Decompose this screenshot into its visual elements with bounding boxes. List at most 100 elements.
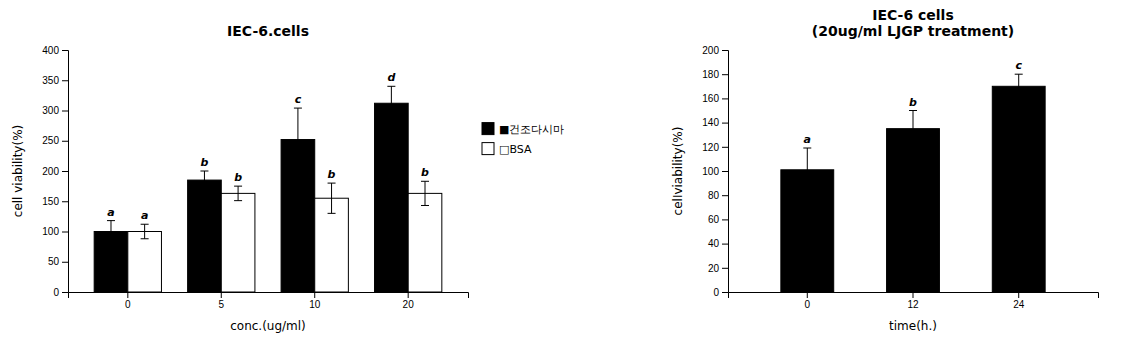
chart-title: IEC-6.cells (227, 23, 309, 39)
y-tick-mark (722, 50, 728, 51)
y-tick: 200 (702, 45, 728, 56)
x-tick-mark (127, 292, 128, 298)
x-tick-mark (1018, 292, 1019, 298)
x-tick-mark (314, 292, 315, 298)
significance-label: b (328, 168, 336, 181)
x-axis-title: conc.(ug/ml) (230, 319, 306, 333)
x-axis-title: time(h.) (889, 319, 937, 333)
plot-area (781, 74, 1045, 292)
bar (408, 193, 442, 292)
significance-label: b (201, 156, 209, 169)
significance-label: a (141, 209, 148, 222)
y-tick: 20 (708, 263, 728, 274)
plot-area (94, 86, 442, 292)
legend-label: ■건조다시마 (499, 123, 564, 136)
bar (221, 193, 255, 292)
y-tick-mark (62, 171, 68, 172)
chart-title-line: IEC-6 cells (872, 7, 954, 23)
y-tick-label: 160 (702, 93, 719, 104)
significance-label: a (107, 206, 114, 219)
error-bar (141, 224, 149, 239)
y-tick-mark (722, 123, 728, 124)
x-tick-mark (221, 292, 222, 298)
bar (188, 180, 222, 292)
y-tick-mark (722, 292, 728, 293)
x-tick: 12 (907, 292, 919, 310)
y-tick: 60 (708, 214, 728, 225)
y-tick: 0 (713, 287, 728, 298)
y-tick-label: 350 (42, 75, 59, 86)
y-tick: 300 (42, 105, 68, 116)
error-bar (328, 183, 336, 213)
chart-title-line: IEC-6.cells (227, 23, 309, 39)
y-tick-mark (722, 219, 728, 220)
error-bar (234, 186, 242, 201)
chart-title: IEC-6 cells(20ug/ml LJGP treatment) (812, 7, 1014, 39)
legend: ■건조다시마 □BSA (482, 123, 564, 156)
y-tick: 0 (53, 287, 68, 298)
legend-item: □BSA (482, 143, 532, 156)
y-tick-label: 400 (42, 45, 59, 56)
y-tick: 200 (42, 166, 68, 177)
x-tick-mark (913, 292, 914, 298)
bar (887, 129, 940, 292)
y-axis-title: cell viability(%) (11, 125, 25, 217)
x-axis-line (69, 293, 469, 299)
y-tick-mark (62, 232, 68, 233)
error-bar (107, 221, 115, 243)
x-axis-line (729, 293, 1099, 299)
x-tick-label: 24 (1013, 299, 1025, 310)
chart-canvas: abcdabbb051020050100150200250300350400IE… (0, 0, 1127, 342)
legend-label: □BSA (499, 143, 532, 156)
y-tick: 40 (708, 238, 728, 249)
y-tick-label: 60 (708, 214, 720, 225)
x-tick: 0 (805, 292, 811, 310)
bar (375, 103, 409, 292)
error-bar (1015, 74, 1023, 98)
x-tick: 0 (125, 292, 131, 310)
significance-label: c (1015, 59, 1022, 72)
bar (992, 86, 1045, 292)
y-tick: 120 (702, 142, 728, 153)
y-tick-label: 120 (702, 142, 719, 153)
y-tick-mark (722, 195, 728, 196)
y-tick-label: 250 (42, 135, 59, 146)
x-tick: 24 (1013, 292, 1025, 310)
chart-panel: abcdabbb051020050100150200250300350400IE… (11, 23, 564, 333)
y-tick-label: 80 (708, 190, 720, 201)
y-tick: 80 (708, 190, 728, 201)
y-tick-mark (62, 292, 68, 293)
y-tick-label: 150 (42, 196, 59, 207)
error-bar (909, 111, 917, 147)
error-bar (387, 86, 395, 120)
y-tick-label: 50 (48, 256, 60, 267)
x-tick-label: 0 (125, 299, 131, 310)
y-tick: 400 (42, 45, 68, 56)
y-tick-mark (62, 80, 68, 81)
annotations: abcdabbb (107, 71, 429, 222)
error-bar (294, 108, 302, 171)
y-tick: 180 (702, 69, 728, 80)
x-tick: 10 (309, 292, 321, 310)
y-tick: 160 (702, 93, 728, 104)
x-tick-label: 0 (805, 299, 811, 310)
x-tick: 20 (403, 292, 415, 310)
x-tick-label: 10 (309, 299, 321, 310)
chart-title-line: (20ug/ml LJGP treatment) (812, 23, 1014, 39)
legend-item: ■건조다시마 (482, 123, 564, 136)
y-tick-mark (62, 262, 68, 263)
y-axis-line (722, 51, 729, 293)
y-tick-label: 180 (702, 69, 719, 80)
y-tick-label: 0 (53, 287, 59, 298)
significance-label: d (387, 71, 395, 84)
significance-label: c (295, 93, 302, 106)
y-tick: 250 (42, 135, 68, 146)
x-tick-label: 20 (403, 299, 415, 310)
y-tick: 100 (702, 166, 728, 177)
significance-label: b (909, 96, 917, 109)
x-axis: 0 12 24 (729, 292, 1099, 310)
y-tick-label: 200 (702, 45, 719, 56)
y-tick: 100 (42, 226, 68, 237)
x-tick-label: 5 (218, 299, 224, 310)
y-tick-mark (722, 74, 728, 75)
